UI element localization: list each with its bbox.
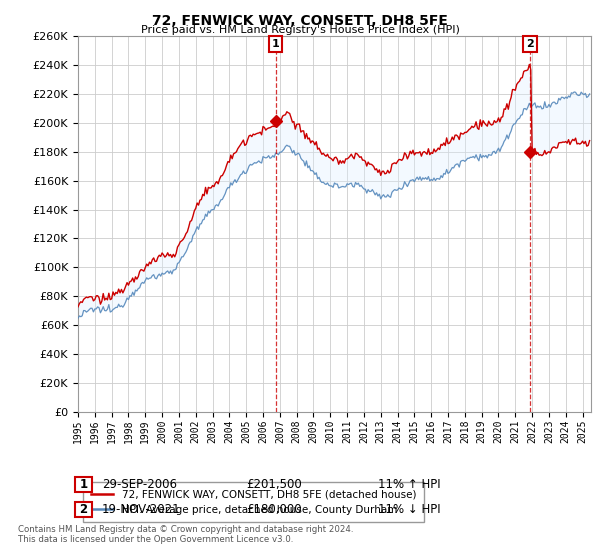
Text: 19-NOV-2021: 19-NOV-2021 [102,503,181,516]
Legend: 72, FENWICK WAY, CONSETT, DH8 5FE (detached house), HPI: Average price, detached: 72, FENWICK WAY, CONSETT, DH8 5FE (detac… [83,483,424,522]
Text: 11% ↑ HPI: 11% ↑ HPI [378,478,440,491]
Text: 1: 1 [79,478,88,491]
Text: 29-SEP-2006: 29-SEP-2006 [102,478,177,491]
Text: Contains HM Land Registry data © Crown copyright and database right 2024.
This d: Contains HM Land Registry data © Crown c… [18,525,353,544]
Text: Price paid vs. HM Land Registry's House Price Index (HPI): Price paid vs. HM Land Registry's House … [140,25,460,35]
Text: £201,500: £201,500 [246,478,302,491]
Text: 2: 2 [526,39,534,49]
Text: 11% ↓ HPI: 11% ↓ HPI [378,503,440,516]
Text: £180,000: £180,000 [246,503,302,516]
Text: 72, FENWICK WAY, CONSETT, DH8 5FE: 72, FENWICK WAY, CONSETT, DH8 5FE [152,14,448,28]
Text: 2: 2 [79,503,88,516]
Text: 1: 1 [272,39,280,49]
